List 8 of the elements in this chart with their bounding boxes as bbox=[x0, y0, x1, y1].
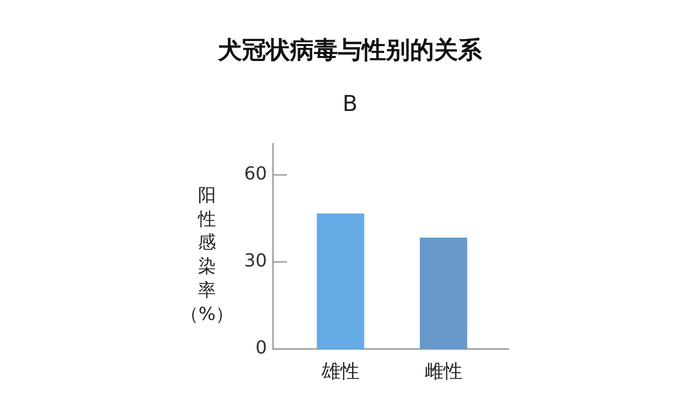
y-tick-label: 30 bbox=[244, 250, 267, 272]
x-tick-label: 雌性 bbox=[424, 360, 462, 382]
chart-subtitle: B bbox=[341, 91, 359, 119]
y-tick-label: 0 bbox=[256, 338, 267, 359]
y-tick-label: 60 bbox=[244, 164, 267, 185]
x-tick-label: 雄性 bbox=[320, 360, 360, 382]
y-axis-title: 阳性感染率（%） bbox=[179, 184, 235, 326]
chart-title: 犬冠状病毒与性别的关系 bbox=[216, 36, 483, 64]
